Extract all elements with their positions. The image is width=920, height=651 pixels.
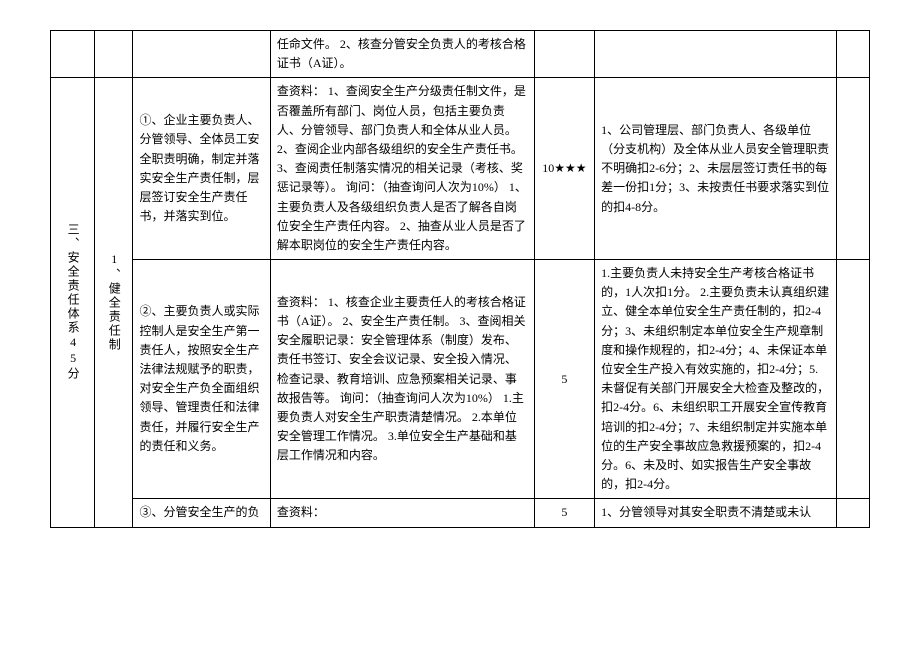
table-row: ②、主要负责人或实际控制人是安全生产第一责任人，按照安全生产法律法规赋予的职责，… bbox=[51, 260, 870, 499]
cell-last bbox=[836, 499, 869, 527]
cell-sub: 1、健全责任制 bbox=[94, 78, 132, 527]
cell-last bbox=[836, 78, 869, 260]
cell-score: 5 bbox=[534, 260, 594, 499]
cell-req: ①、企业主要负责人、分管领导、全体员工安全职责明确，制定并落实安全生产责任制，层… bbox=[133, 78, 270, 260]
cell-method: 查资料： 1、核查企业主要责任人的考核合格证书（A证）。 2、安全生产责任制。 … bbox=[270, 260, 534, 499]
cell-score bbox=[534, 31, 594, 78]
cell-last bbox=[836, 31, 869, 78]
cell-criteria: 1、分管领导对其安全职责不清楚或未认 bbox=[595, 499, 837, 527]
cell-method: 任命文件。 2、核查分管安全负责人的考核合格证书（A证）。 bbox=[270, 31, 534, 78]
cell-score: 5 bbox=[534, 499, 594, 527]
table-row: 任命文件。 2、核查分管安全负责人的考核合格证书（A证）。 bbox=[51, 31, 870, 78]
cell-cat: 三、安全责任体系45分 bbox=[51, 78, 95, 527]
cell-req bbox=[133, 31, 270, 78]
cell-method: 查资料： bbox=[270, 499, 534, 527]
cell-criteria bbox=[595, 31, 837, 78]
cell-req: ②、主要负责人或实际控制人是安全生产第一责任人，按照安全生产法律法规赋予的职责，… bbox=[133, 260, 270, 499]
cell-sub bbox=[94, 31, 132, 78]
cell-last bbox=[836, 260, 869, 499]
subcategory-label: 1、健全责任制 bbox=[104, 252, 123, 352]
cell-method: 查资料： 1、查阅安全生产分级责任制文件，是否覆盖所有部门、岗位人员，包括主要负… bbox=[270, 78, 534, 260]
table-row: ③、分管安全生产的负 查资料： 5 1、分管领导对其安全职责不清楚或未认 bbox=[51, 499, 870, 527]
cell-cat bbox=[51, 31, 95, 78]
cell-req: ③、分管安全生产的负 bbox=[133, 499, 270, 527]
table-row: 三、安全责任体系45分 1、健全责任制 ①、企业主要负责人、分管领导、全体员工安… bbox=[51, 78, 870, 260]
category-label: 三、安全责任体系45分 bbox=[63, 223, 82, 381]
cell-criteria: 1、公司管理层、部门负责人、各级单位（分支机构）及全体从业人员安全管理职责不明确… bbox=[595, 78, 837, 260]
assessment-table: 任命文件。 2、核查分管安全负责人的考核合格证书（A证）。 三、安全责任体系45… bbox=[50, 30, 870, 528]
cell-score: 10★★★ bbox=[534, 78, 594, 260]
cell-criteria: 1.主要负责人未持安全生产考核合格证书的，1人次扣1分。 2.主要负责未认真组织… bbox=[595, 260, 837, 499]
